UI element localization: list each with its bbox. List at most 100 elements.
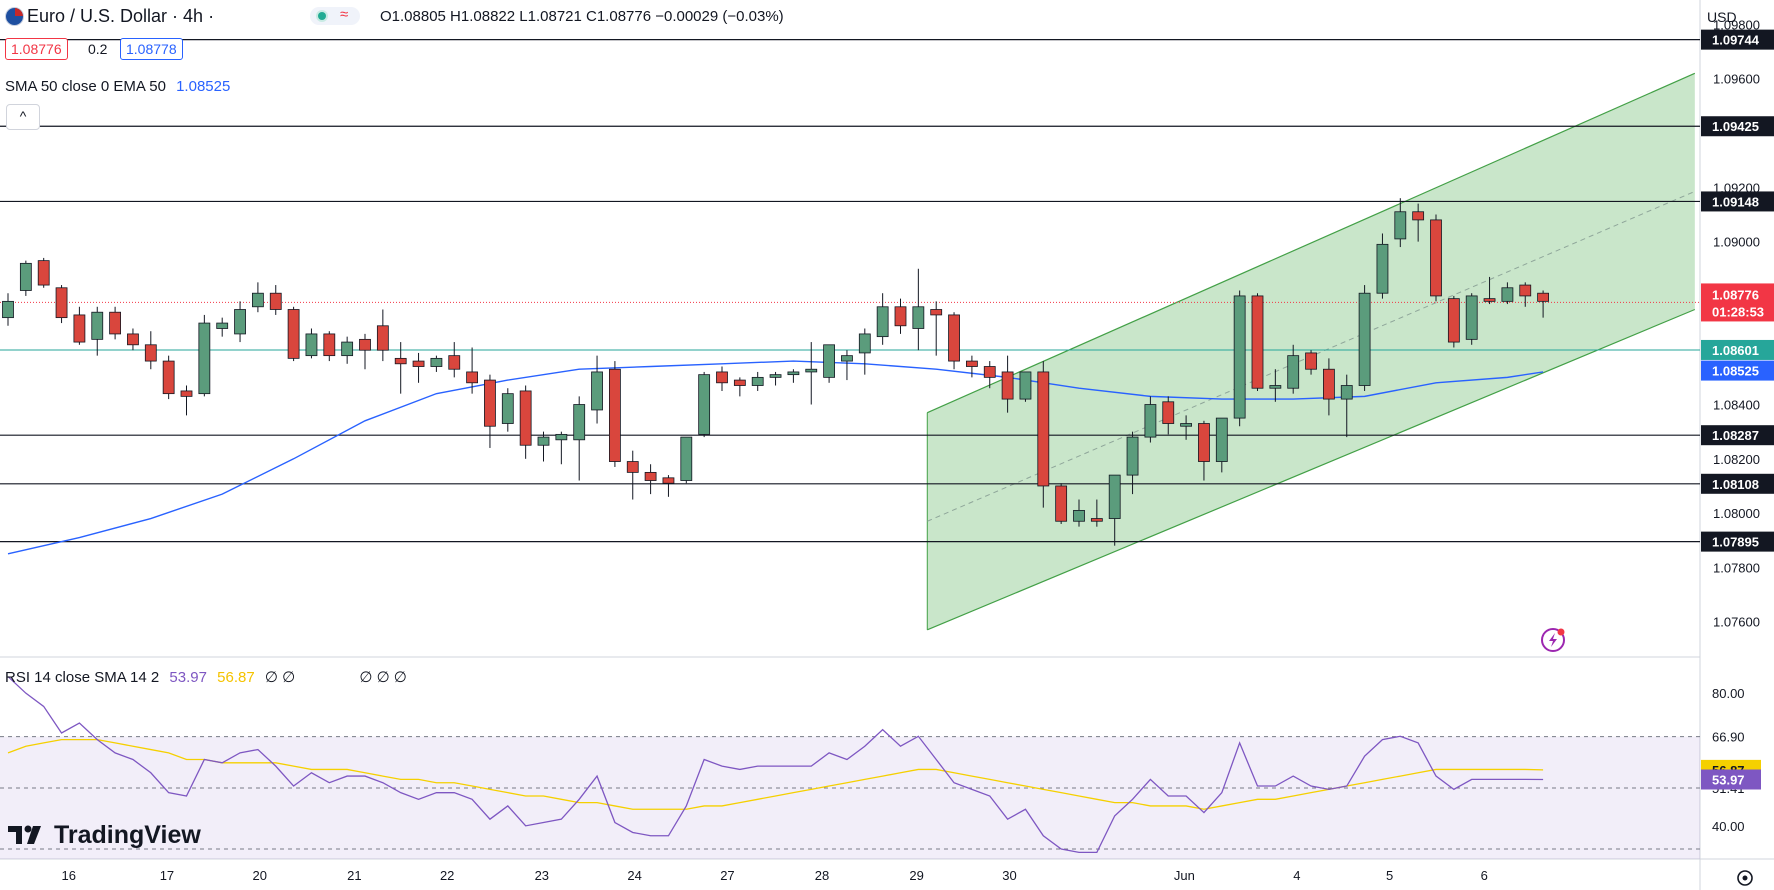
candle-down: [127, 328, 139, 351]
current-price-tag-bg: [1701, 283, 1774, 322]
candle-down: [1323, 358, 1335, 416]
candle-down: [948, 312, 960, 370]
candle-body: [609, 368, 621, 462]
candle-body: [1430, 219, 1442, 297]
rsi-sma-value: 56.87: [217, 669, 255, 686]
candle-down: [37, 257, 50, 288]
candle-body: [412, 360, 425, 367]
candle-body: [484, 379, 496, 427]
candle-down: [359, 333, 371, 370]
ohlc-readout: O1.08805 H1.08822 L1.08721 C1.08776 −0.0…: [380, 8, 784, 25]
candle-down: [287, 306, 300, 362]
time-axis[interactable]: 16 17 20 21 22 23 24 27 28 29 30 Jun 4 5 6: [62, 868, 1488, 883]
time-tick-label: 17: [160, 868, 174, 883]
candle-down: [1519, 282, 1532, 307]
candle-up: [876, 293, 889, 345]
rsi-lower-fill: [0, 787, 1700, 859]
collapse-legend-button[interactable]: ^: [6, 104, 40, 130]
time-tick-label: 4: [1293, 868, 1300, 883]
candle-up: [823, 344, 835, 383]
market-status-dot[interactable]: ≈: [310, 6, 360, 25]
rsi-legend[interactable]: RSI 14 close SMA 14 2 53.97 56.87 ∅ ∅ ∅ …: [5, 668, 407, 686]
candle-body: [91, 311, 104, 340]
candle-body: [537, 436, 550, 446]
candle-body: [841, 355, 853, 362]
candle-up: [1394, 198, 1407, 248]
candle-body: [1358, 292, 1371, 386]
alert-lightning-icon[interactable]: [1541, 628, 1565, 652]
candle-down: [626, 450, 639, 500]
candle-body: [1394, 211, 1407, 240]
rsi-sma-line: [7, 738, 1544, 810]
candle-body: [1447, 298, 1460, 343]
ask-price-box[interactable]: 1.08778: [120, 38, 183, 60]
price-tick-label: 1.08000: [1713, 506, 1760, 521]
candle-down: [1537, 290, 1549, 318]
rsi-label: RSI 14 close SMA 14 2: [5, 669, 160, 686]
level-tag: 1.07895: [1712, 535, 1759, 550]
time-tick-label: 29: [909, 868, 923, 883]
candle-up: [1215, 417, 1228, 473]
candle-down: [1251, 293, 1264, 391]
candle-up: [1180, 415, 1192, 440]
candle-body: [983, 366, 996, 378]
candle-body: [876, 306, 889, 338]
candle-body: [305, 333, 318, 357]
candle-body: [1126, 436, 1139, 476]
tradingview-brand: TradingView: [54, 821, 201, 849]
candle-body: [644, 471, 657, 481]
currency-select[interactable]: USD: [1707, 9, 1737, 25]
candle-body: [626, 461, 639, 473]
candle-down: [1090, 499, 1103, 527]
candle-down: [394, 342, 407, 394]
candle-body: [269, 292, 282, 310]
candle-down: [1037, 361, 1050, 508]
candle-down: [609, 361, 621, 467]
candle-body: [1483, 298, 1496, 302]
candle-body: [555, 433, 568, 441]
candle-body: [430, 357, 443, 367]
rsi-tag: 53.97: [1712, 772, 1745, 787]
candle-up: [1376, 233, 1389, 299]
level-tag-bg: [1701, 473, 1774, 494]
level-tag: 1.08287: [1712, 428, 1759, 443]
candle-up: [787, 369, 800, 383]
candle-body: [341, 341, 354, 357]
symbol-title[interactable]: Euro / U.S. Dollar · 4h ·: [27, 6, 215, 26]
rsi-pane: [0, 676, 1700, 859]
candle-down: [162, 355, 175, 400]
candle-body: [359, 338, 371, 351]
level-tag-bg: [1701, 191, 1774, 212]
candle-up: [1233, 290, 1246, 427]
time-tick-label: 5: [1386, 868, 1393, 883]
candle-body: [1180, 423, 1192, 427]
candle-body: [966, 360, 978, 367]
candle-body: [930, 309, 943, 316]
candle-body: [501, 393, 514, 424]
candle-body: [1090, 518, 1103, 522]
candle-body: [805, 368, 818, 373]
candle-down: [323, 331, 336, 362]
sma50-tag-bg: [1701, 360, 1774, 381]
candle-body: [519, 390, 532, 446]
time-tick-label: 16: [62, 868, 76, 883]
candle-body: [823, 344, 835, 378]
candle-up: [555, 431, 568, 465]
level-tag: 1.08108: [1712, 477, 1759, 492]
indicator-legend[interactable]: SMA 50 close 0 EMA 50 1.08525: [5, 78, 230, 95]
candle-body: [1019, 371, 1032, 400]
candle-down: [1198, 420, 1210, 481]
candle-body: [1465, 295, 1478, 340]
candle-up: [1501, 282, 1514, 305]
chevron-up-icon: ^: [19, 108, 27, 124]
candle-body: [1305, 352, 1317, 370]
candle-down: [894, 298, 907, 334]
settings-gear-icon[interactable]: [1737, 870, 1753, 886]
candle-down: [1483, 276, 1496, 305]
time-tick-label: 23: [535, 868, 549, 883]
level-tag: 1.09744: [1712, 33, 1760, 48]
horizontal-levels[interactable]: [0, 39, 1700, 543]
candle-up: [1073, 499, 1085, 527]
bid-price-box[interactable]: 1.08776: [5, 38, 68, 60]
